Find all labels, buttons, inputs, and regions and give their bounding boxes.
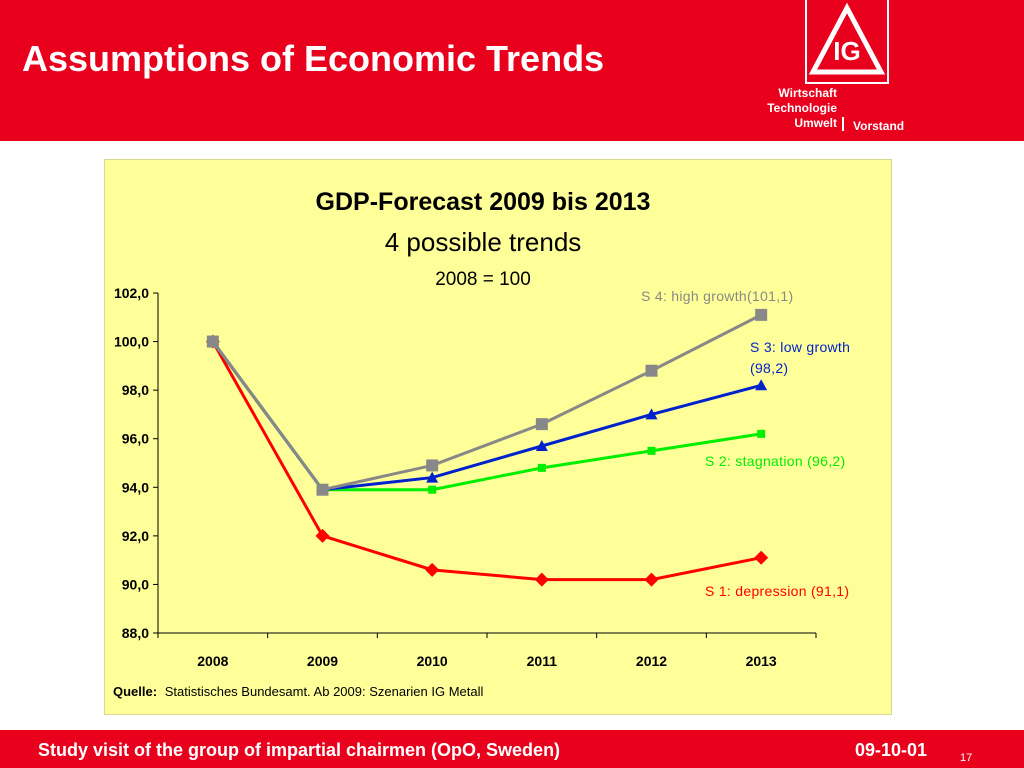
series-line-3 [211, 340, 762, 492]
chart-panel: GDP-Forecast 2009 bis 2013 4 possible tr… [104, 159, 892, 715]
slide-title: Assumptions of Economic Trends [22, 38, 605, 79]
data-point [425, 562, 440, 577]
page-number: 17 [960, 752, 973, 764]
vorstand-label: Vorstand [853, 119, 905, 133]
logo-triangle-icon: IG [808, 2, 886, 75]
data-point [644, 572, 659, 587]
y-tick-label: 92,0 [122, 528, 149, 544]
data-point [647, 446, 656, 455]
data-point [537, 463, 546, 472]
chart-subtitle: 4 possible trends [385, 227, 582, 257]
x-tick-label: 2009 [307, 653, 338, 669]
dept-line-3: Umwelt [794, 116, 837, 130]
svg-text:IG: IG [833, 36, 860, 66]
x-tick-label: 2010 [417, 653, 448, 669]
data-point [534, 572, 549, 587]
series-label-line: S 3: low growth [750, 339, 850, 355]
y-tick-label: 98,0 [122, 382, 149, 398]
series-label-line: S 2: stagnation (96,2) [705, 453, 845, 469]
data-point [315, 528, 330, 543]
ig-metall-logo: IG [805, 0, 889, 84]
footer-text: Study visit of the group of impartial ch… [38, 740, 561, 760]
data-point [535, 418, 548, 431]
data-point [757, 429, 766, 438]
series-line-4 [211, 313, 762, 492]
source-note: Quelle: Statistisches Bundesamt. Ab 2009… [113, 684, 483, 699]
footer-date: 09-10-01 [855, 740, 928, 760]
data-point [645, 364, 658, 377]
dept-line-1: Wirtschaft [778, 86, 837, 100]
series-label-2: S 2: stagnation (96,2) [705, 453, 845, 469]
x-tick-label: 2013 [746, 653, 777, 669]
gdp-forecast-chart: GDP-Forecast 2009 bis 2013 4 possible tr… [113, 188, 850, 699]
data-point [535, 440, 548, 451]
data-point [755, 308, 768, 321]
y-tick-label: 90,0 [122, 576, 149, 592]
x-tick-label: 2012 [636, 653, 667, 669]
department-label: Wirtschaft Technologie Umwelt [720, 86, 837, 131]
series-label-4: S 4: high growth(101,1) [641, 288, 793, 304]
series-line-1 [211, 340, 762, 582]
y-tick-label: 88,0 [122, 625, 149, 641]
y-tick-label: 94,0 [122, 479, 149, 495]
header-bar: Assumptions of Economic Trends IG Wirtsc… [0, 0, 1024, 141]
chart-title: GDP-Forecast 2009 bis 2013 [316, 188, 651, 216]
data-point [426, 459, 439, 472]
series-label-line: (98,2) [750, 360, 788, 376]
data-point [316, 483, 329, 496]
x-tick-label: 2008 [197, 653, 228, 669]
y-tick-label: 96,0 [122, 431, 149, 447]
y-tick-label: 102,0 [114, 285, 149, 301]
chart-subtitle-base: 2008 = 100 [435, 269, 531, 290]
y-tick-label: 100,0 [114, 334, 149, 350]
data-point [426, 471, 439, 483]
series-label-3: S 3: low growth (98,2) [750, 339, 850, 376]
source-text: Statistisches Bundesamt. Ab 2009: Szenar… [165, 684, 484, 699]
data-point [754, 550, 769, 565]
series-label-line: S 1: depression (91,1) [705, 583, 849, 599]
series-line-2 [211, 340, 762, 492]
data-point [645, 408, 658, 420]
data-point [428, 485, 437, 494]
x-tick-label: 2011 [527, 653, 558, 669]
series-label-line: S 4: high growth(101,1) [641, 288, 793, 304]
source-label: Quelle: [113, 684, 157, 699]
data-point [755, 379, 768, 391]
dept-line-2: Technologie [767, 101, 837, 115]
dept-separator [842, 117, 844, 131]
data-point [206, 335, 219, 348]
footer-bar: Study visit of the group of impartial ch… [0, 730, 1024, 768]
series-label-1: S 1: depression (91,1) [705, 583, 849, 599]
